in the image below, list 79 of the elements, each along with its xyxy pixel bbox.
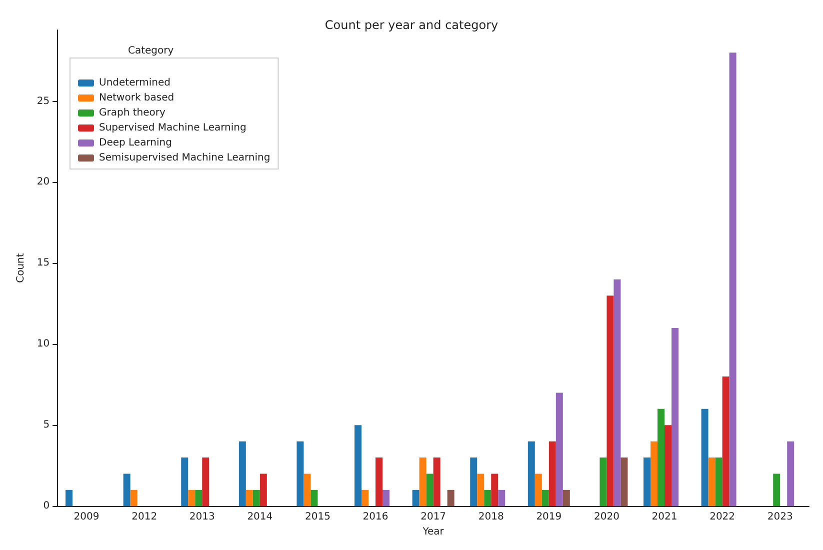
bar <box>252 490 260 506</box>
legend-label: Deep Learning <box>99 138 172 148</box>
bar <box>412 490 420 506</box>
bar <box>181 458 188 506</box>
bar <box>246 490 253 506</box>
x-tick-label: 2014 <box>247 512 273 523</box>
legend-label: Graph theory <box>99 108 166 118</box>
bar <box>498 490 506 506</box>
x-tick-label: 2021 <box>652 512 678 523</box>
bar <box>376 458 383 506</box>
bar <box>672 328 679 506</box>
bar <box>447 490 454 506</box>
bar <box>528 441 535 506</box>
bar <box>66 490 73 506</box>
bar <box>491 474 498 506</box>
bar <box>556 392 563 506</box>
bar <box>664 425 672 506</box>
legend-label: Semisupervised Machine Learning <box>99 152 270 164</box>
bar <box>426 474 434 506</box>
x-tick-label: 2012 <box>132 512 158 523</box>
bar <box>362 490 369 506</box>
x-tick-label: 2016 <box>362 512 388 523</box>
bar <box>729 52 736 506</box>
bar <box>722 376 730 506</box>
bar <box>534 474 542 506</box>
bar <box>701 408 708 506</box>
bar <box>708 458 716 506</box>
bar <box>542 490 549 506</box>
bar <box>477 474 484 506</box>
bar <box>260 474 267 506</box>
bar <box>419 458 426 506</box>
y-tick-label: 25 <box>36 96 50 107</box>
bar <box>484 490 492 506</box>
legend-label: Undetermined <box>99 78 171 88</box>
bar <box>195 490 202 506</box>
bar <box>650 441 658 506</box>
bar <box>354 425 362 506</box>
bar <box>296 441 304 506</box>
legend-label: Network based <box>99 92 174 104</box>
bar <box>548 441 556 506</box>
chart-title: Count per year and category <box>324 18 498 32</box>
x-tick-label: 2023 <box>767 512 793 523</box>
x-axis-title: Year <box>422 526 445 538</box>
bar <box>188 490 196 506</box>
x-tick-label: 2013 <box>189 512 215 523</box>
x-tick-label: 2015 <box>304 512 330 523</box>
bar <box>614 279 621 506</box>
y-axis-title: Count <box>16 253 26 283</box>
bar <box>644 458 651 506</box>
bar <box>382 490 390 506</box>
bar <box>310 490 318 506</box>
bar <box>130 490 138 506</box>
bar <box>123 474 130 506</box>
bar <box>470 458 478 506</box>
bar <box>238 441 246 506</box>
x-tick-label: 2019 <box>536 512 562 523</box>
bar <box>606 296 614 506</box>
bar <box>600 458 607 506</box>
x-tick-label: 2009 <box>74 512 100 523</box>
x-tick-label: 2020 <box>594 512 620 523</box>
bar <box>773 474 780 506</box>
y-tick-label: 0 <box>43 500 50 512</box>
bar <box>562 490 570 506</box>
y-tick-label: 20 <box>36 176 50 188</box>
bar <box>787 441 794 506</box>
bar <box>715 458 722 506</box>
y-tick-label: 10 <box>36 338 50 350</box>
bar <box>202 458 210 506</box>
y-tick-label: 5 <box>43 420 50 431</box>
legend-label: Supervised Machine Learning <box>99 122 246 134</box>
bar <box>620 458 628 506</box>
x-tick-label: 2017 <box>420 512 446 523</box>
bar <box>433 458 440 506</box>
y-tick-label: 15 <box>36 258 50 269</box>
bar <box>304 474 311 506</box>
bar <box>658 408 665 506</box>
legend-title: Category <box>128 46 174 56</box>
x-tick-label: 2022 <box>710 512 736 523</box>
x-tick-label: 2018 <box>478 512 504 523</box>
